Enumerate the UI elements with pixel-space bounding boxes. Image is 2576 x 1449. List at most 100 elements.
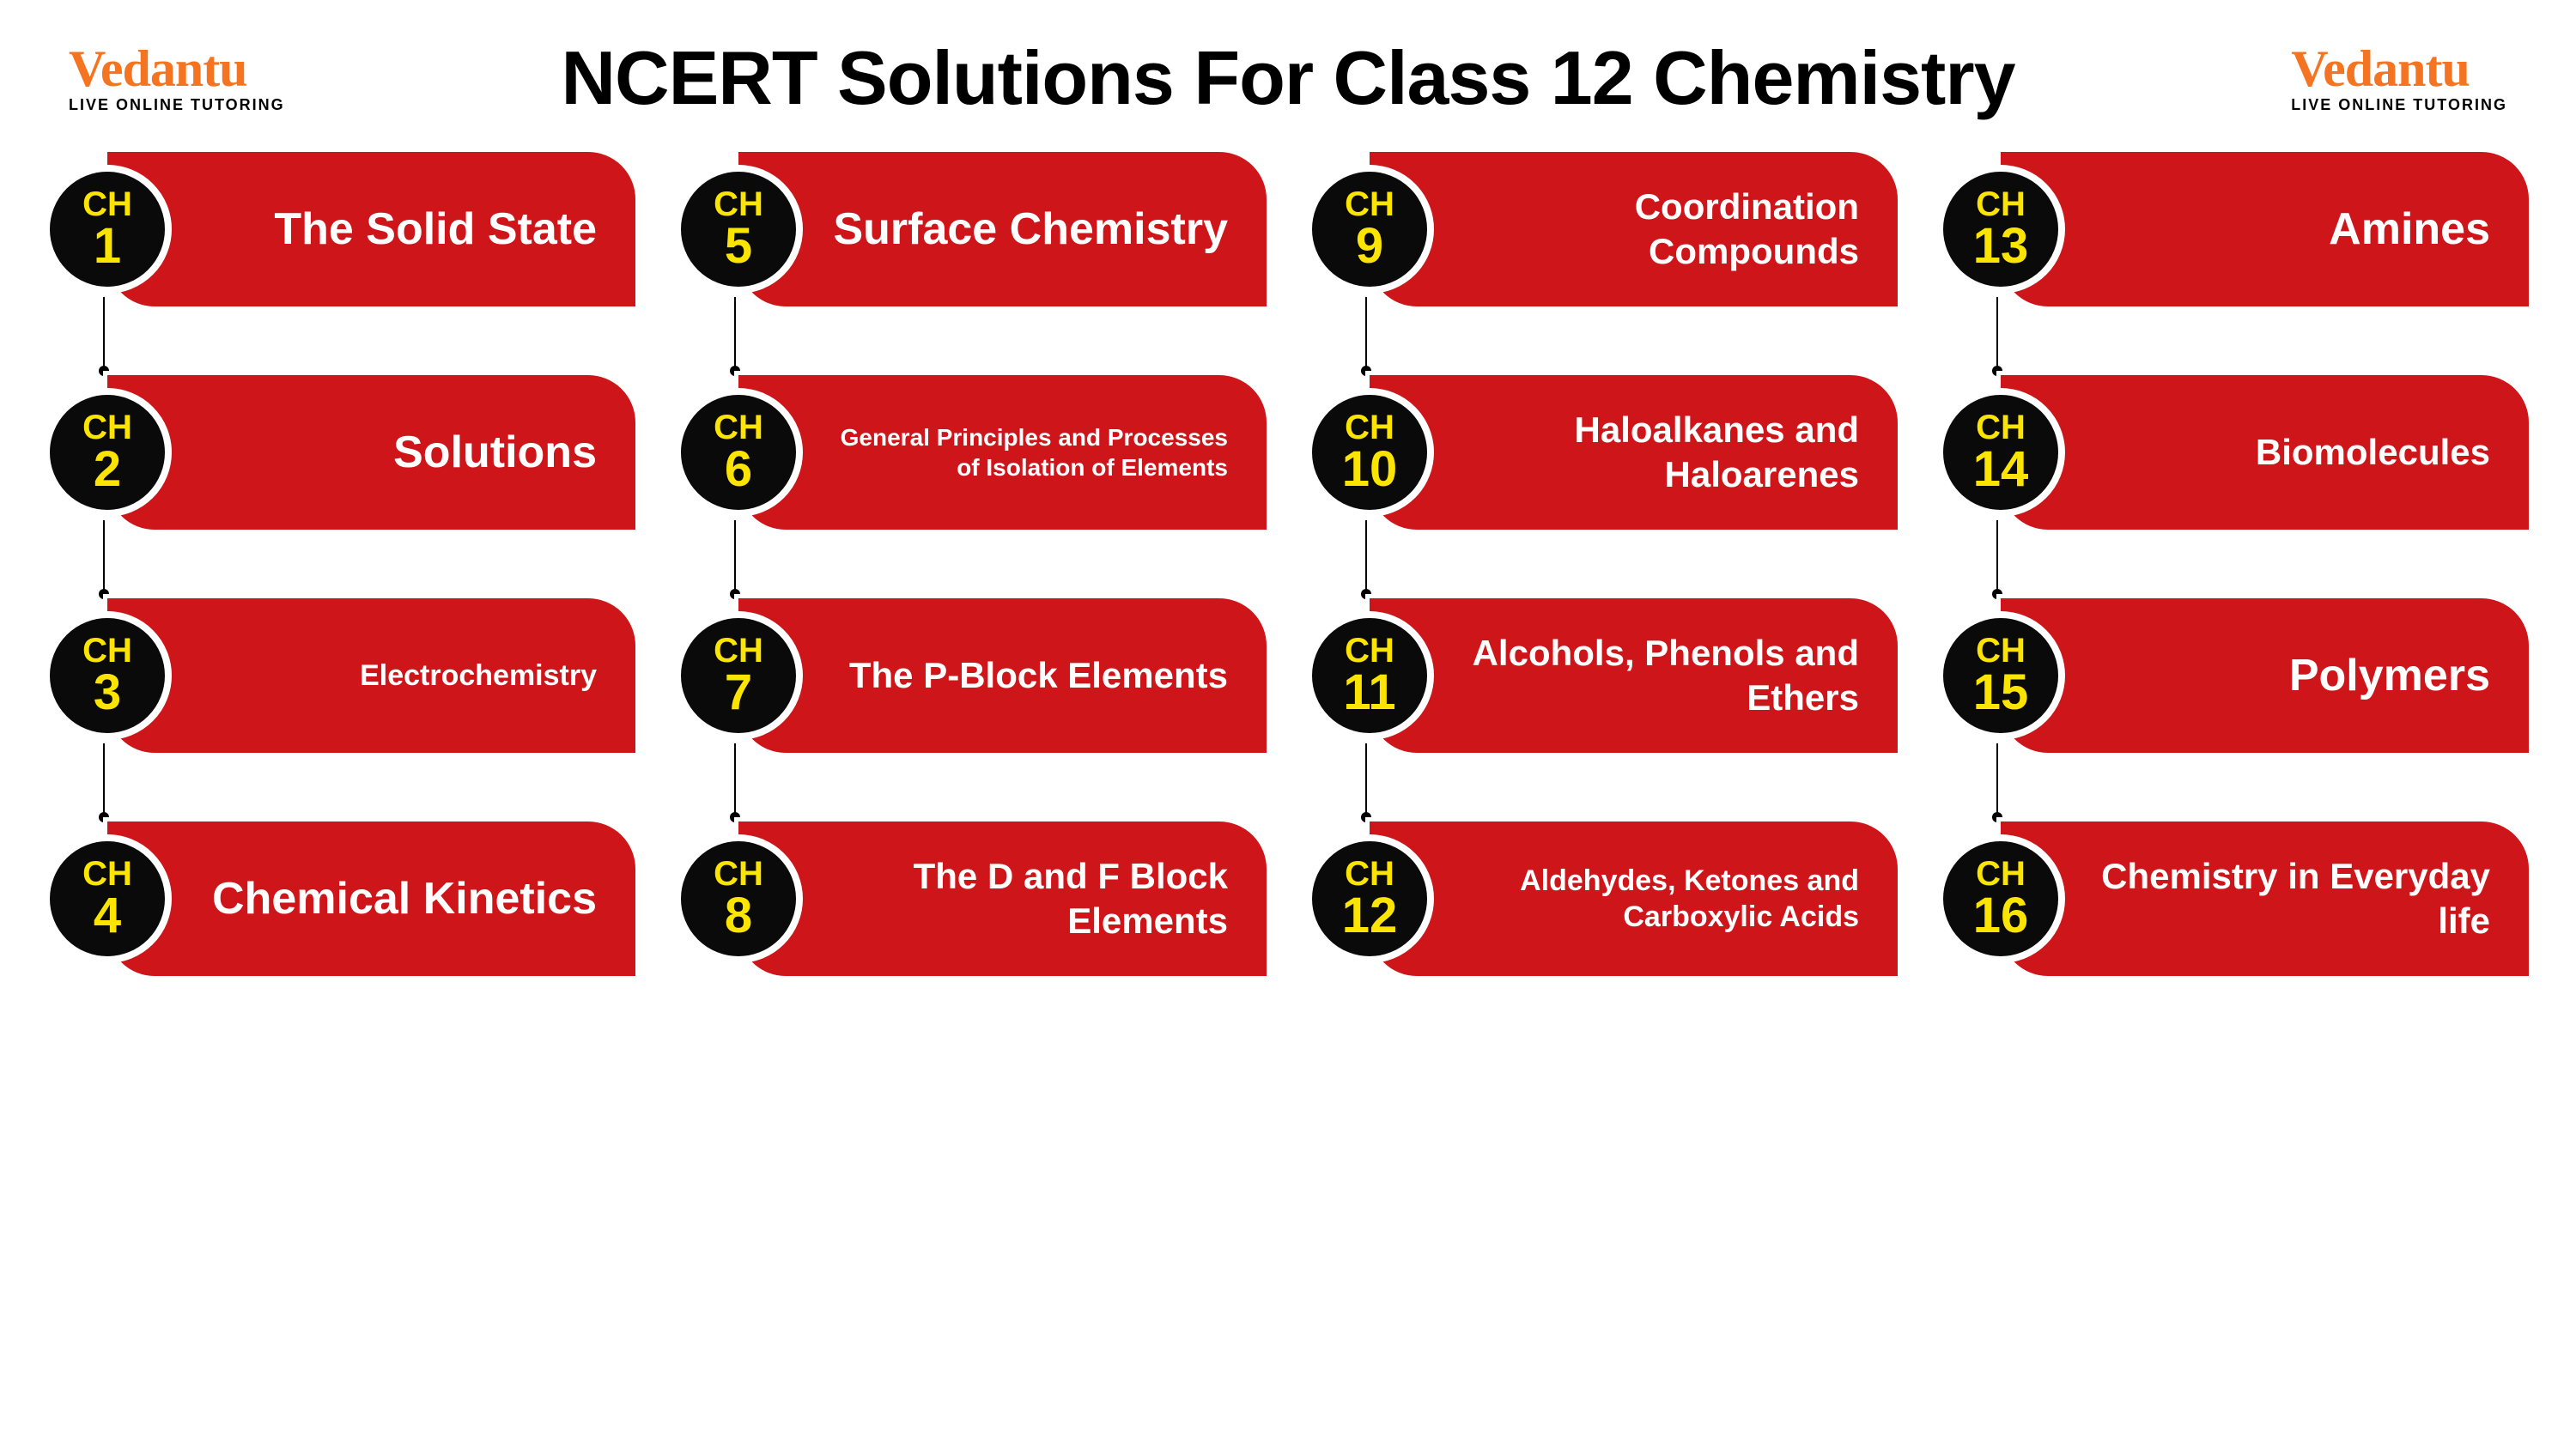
chapter-pill: The Solid State bbox=[103, 148, 640, 311]
ch-number: 11 bbox=[1343, 668, 1395, 718]
chapter-title: Aldehydes, Ketones and Carboxylic Acids bbox=[1455, 863, 1859, 936]
chapter-title: Biomolecules bbox=[2256, 430, 2490, 476]
chapter-pill: Biomolecules bbox=[1996, 371, 2533, 534]
column-2: CH5Surface ChemistryCH6General Principle… bbox=[674, 148, 1271, 980]
ch-prefix: CH bbox=[714, 634, 763, 668]
ch-prefix: CH bbox=[1976, 187, 2026, 221]
column-3: CH9Coordination CompoundsCH10Haloalkanes… bbox=[1305, 148, 1902, 980]
ch-prefix: CH bbox=[82, 187, 132, 221]
connector-line bbox=[1996, 297, 1998, 369]
chapter-card-16[interactable]: CH16Chemistry in Everyday life bbox=[1936, 817, 2533, 980]
ch-number: 6 bbox=[725, 445, 752, 494]
chapter-pill: Alcohols, Phenols and Ethers bbox=[1365, 594, 1902, 757]
ch-number: 13 bbox=[1973, 221, 2029, 271]
connector-line bbox=[1365, 743, 1367, 815]
chapter-circle: CH15 bbox=[1936, 611, 2065, 740]
chapter-circle: CH7 bbox=[674, 611, 803, 740]
ch-number: 15 bbox=[1973, 668, 2029, 718]
chapter-card-13[interactable]: CH13 Amines bbox=[1936, 148, 2533, 311]
ch-number: 9 bbox=[1356, 221, 1383, 271]
chapter-circle: CH11 bbox=[1305, 611, 1434, 740]
chapter-circle: CH5 bbox=[674, 165, 803, 294]
chapter-title: The P-Block Elements bbox=[849, 653, 1228, 699]
chapter-card-7[interactable]: CH7 The P-Block Elements bbox=[674, 594, 1271, 757]
chapter-circle: CH3 bbox=[43, 611, 172, 740]
chapter-pill: Aldehydes, Ketones and Carboxylic Acids bbox=[1365, 817, 1902, 980]
logo-right: Vedantu LIVE ONLINE TUTORING bbox=[2291, 43, 2507, 114]
chapter-card-12[interactable]: CH12 Aldehydes, Ketones and Carboxylic Ac… bbox=[1305, 817, 1902, 980]
chapter-title: Electrochemistry bbox=[360, 658, 597, 694]
chapter-circle: CH16 bbox=[1936, 834, 2065, 963]
ch-prefix: CH bbox=[1345, 410, 1394, 445]
ch-number: 10 bbox=[1342, 445, 1398, 494]
chapter-title: Chemistry in Everyday life bbox=[2087, 854, 2490, 944]
ch-prefix: CH bbox=[714, 410, 763, 445]
chapter-circle: CH13 bbox=[1936, 165, 2065, 294]
logo-left: Vedantu LIVE ONLINE TUTORING bbox=[69, 43, 285, 114]
ch-prefix: CH bbox=[1345, 634, 1394, 668]
column-4: CH13AminesCH14BiomoleculesCH15PolymersCH… bbox=[1936, 148, 2533, 980]
chapter-circle: CH8 bbox=[674, 834, 803, 963]
chapter-card-1[interactable]: CH1 The Solid State bbox=[43, 148, 640, 311]
logo-tagline-left: LIVE ONLINE TUTORING bbox=[69, 96, 285, 114]
chapter-title: Solutions bbox=[393, 425, 597, 481]
ch-number: 5 bbox=[725, 221, 752, 271]
chapter-circle: CH12 bbox=[1305, 834, 1434, 963]
chapter-card-8[interactable]: CH8The D and F Block Elements bbox=[674, 817, 1271, 980]
connector-line bbox=[734, 297, 736, 369]
chapter-pill: Chemical Kinetics bbox=[103, 817, 640, 980]
chapter-pill: Chemistry in Everyday life bbox=[1996, 817, 2533, 980]
page-title: NCERT Solutions For Class 12 Chemistry bbox=[561, 34, 2014, 122]
ch-number: 3 bbox=[94, 668, 121, 718]
connector-line bbox=[1365, 297, 1367, 369]
chapter-grid: CH1The Solid StateCH2SolutionsCH3Electro… bbox=[34, 148, 2542, 980]
logo-brand-right: Vedantu bbox=[2291, 43, 2470, 94]
connector-line bbox=[734, 743, 736, 815]
chapter-card-11[interactable]: CH11Alcohols, Phenols and Ethers bbox=[1305, 594, 1902, 757]
chapter-pill: Amines bbox=[1996, 148, 2533, 311]
chapter-card-14[interactable]: CH14Biomolecules bbox=[1936, 371, 2533, 534]
chapter-title: Amines bbox=[2329, 202, 2490, 258]
connector-line bbox=[734, 520, 736, 592]
connector-line bbox=[1996, 743, 1998, 815]
chapter-title: Chemical Kinetics bbox=[212, 871, 597, 927]
chapter-pill: The D and F Block Elements bbox=[734, 817, 1271, 980]
ch-number: 14 bbox=[1973, 445, 2029, 494]
chapter-card-2[interactable]: CH2Solutions bbox=[43, 371, 640, 534]
ch-number: 7 bbox=[725, 668, 752, 718]
chapter-pill: General Principles and Processes of Isol… bbox=[734, 371, 1271, 534]
chapter-pill: Haloalkanes and Haloarenes bbox=[1365, 371, 1902, 534]
chapter-card-15[interactable]: CH15 Polymers bbox=[1936, 594, 2533, 757]
chapter-title: General Principles and Processes of Isol… bbox=[824, 422, 1228, 482]
chapter-title: Alcohols, Phenols and Ethers bbox=[1455, 631, 1859, 721]
chapter-pill: Electrochemistry bbox=[103, 594, 640, 757]
connector-line bbox=[103, 520, 105, 592]
ch-prefix: CH bbox=[714, 857, 763, 891]
connector-line bbox=[1996, 520, 1998, 592]
chapter-card-4[interactable]: CH4 Chemical Kinetics bbox=[43, 817, 640, 980]
ch-number: 1 bbox=[94, 221, 121, 271]
ch-prefix: CH bbox=[1345, 187, 1394, 221]
chapter-card-3[interactable]: CH3 Electrochemistry bbox=[43, 594, 640, 757]
logo-tagline-right: LIVE ONLINE TUTORING bbox=[2291, 96, 2507, 114]
chapter-title: Polymers bbox=[2289, 648, 2490, 704]
chapter-title: The D and F Block Elements bbox=[824, 854, 1228, 944]
chapter-title: The Solid State bbox=[274, 202, 597, 258]
chapter-card-10[interactable]: CH10Haloalkanes and Haloarenes bbox=[1305, 371, 1902, 534]
chapter-pill: Solutions bbox=[103, 371, 640, 534]
chapter-circle: CH10 bbox=[1305, 388, 1434, 517]
chapter-circle: CH6 bbox=[674, 388, 803, 517]
ch-prefix: CH bbox=[1345, 857, 1394, 891]
chapter-card-5[interactable]: CH5Surface Chemistry bbox=[674, 148, 1271, 311]
column-1: CH1 The Solid State CH2Solutions CH3 Electro… bbox=[43, 148, 640, 980]
chapter-title: Coordination Compounds bbox=[1455, 185, 1859, 275]
chapter-circle: CH4 bbox=[43, 834, 172, 963]
ch-number: 12 bbox=[1342, 891, 1398, 941]
chapter-pill: Coordination Compounds bbox=[1365, 148, 1902, 311]
connector-line bbox=[103, 297, 105, 369]
chapter-card-6[interactable]: CH6 General Principles and Processes of I… bbox=[674, 371, 1271, 534]
chapter-card-9[interactable]: CH9 Coordination Compounds bbox=[1305, 148, 1902, 311]
ch-prefix: CH bbox=[1976, 857, 2026, 891]
logo-brand-left: Vedantu bbox=[69, 43, 247, 94]
chapter-title: Haloalkanes and Haloarenes bbox=[1455, 408, 1859, 498]
